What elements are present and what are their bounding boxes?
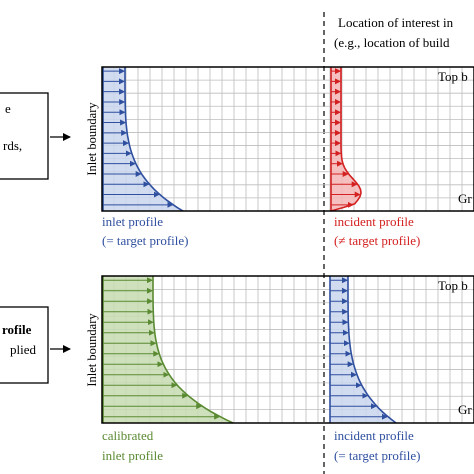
bottom-incident-caption-1: incident profile: [334, 428, 414, 443]
top-left-box-line-3: rds,: [3, 138, 22, 153]
bottom-inlet-profile: [102, 276, 234, 424]
top-ground-label: Gr: [458, 191, 472, 206]
top-incident-profile: [330, 67, 362, 212]
header-line-2: (e.g., location of build: [334, 35, 450, 50]
bottom-left-box-line-1: rofile: [2, 322, 32, 337]
bottom-panel: rofile plied Inlet boundary Top b Gr cal…: [0, 275, 474, 463]
top-panel: e rds, Inlet boundary Top b Gr inlet pro…: [0, 66, 474, 248]
top-inlet-profile-fill: [103, 67, 183, 211]
bottom-left-box-line-2: plied: [10, 342, 36, 357]
top-domain-frame: [101, 66, 474, 212]
top-inlet-caption-1: inlet profile: [102, 214, 163, 229]
bottom-incident-profile-curve: [347, 276, 397, 424]
bottom-left-box: [0, 306, 49, 384]
top-grid: [102, 67, 474, 211]
bottom-ground-label: Gr: [458, 402, 472, 417]
bottom-inlet-profile-fill: [103, 276, 233, 423]
bottom-inlet-caption-1: calibrated: [102, 428, 154, 443]
bottom-incident-profile-fill: [330, 276, 396, 423]
top-incident-caption-2: (≠ target profile): [334, 233, 420, 248]
header-line-1: Location of interest in: [338, 15, 454, 30]
bottom-incident-profile: [329, 276, 397, 424]
bottom-incident-caption-2: (= target profile): [334, 448, 421, 463]
top-inlet-profile-curve: [124, 67, 184, 212]
top-left-box: [0, 92, 49, 180]
bottom-top-boundary-label: Top b: [438, 278, 468, 293]
top-incident-profile-fill: [331, 67, 361, 211]
bottom-inlet-caption-2: inlet profile: [102, 448, 163, 463]
top-incident-profile-curve: [330, 67, 362, 212]
bottom-inlet-profile-curve: [152, 276, 234, 424]
top-incident-caption-1: incident profile: [334, 214, 414, 229]
top-inlet-profile: [102, 67, 184, 212]
top-left-box-line-1: e: [5, 101, 11, 116]
top-inlet-boundary-label: Inlet boundary: [85, 102, 99, 176]
top-inlet-caption-2: (= target profile): [102, 233, 189, 248]
bottom-inlet-boundary-label: Inlet boundary: [85, 313, 99, 387]
top-top-boundary-label: Top b: [438, 69, 468, 84]
bottom-domain-frame: [101, 275, 474, 424]
